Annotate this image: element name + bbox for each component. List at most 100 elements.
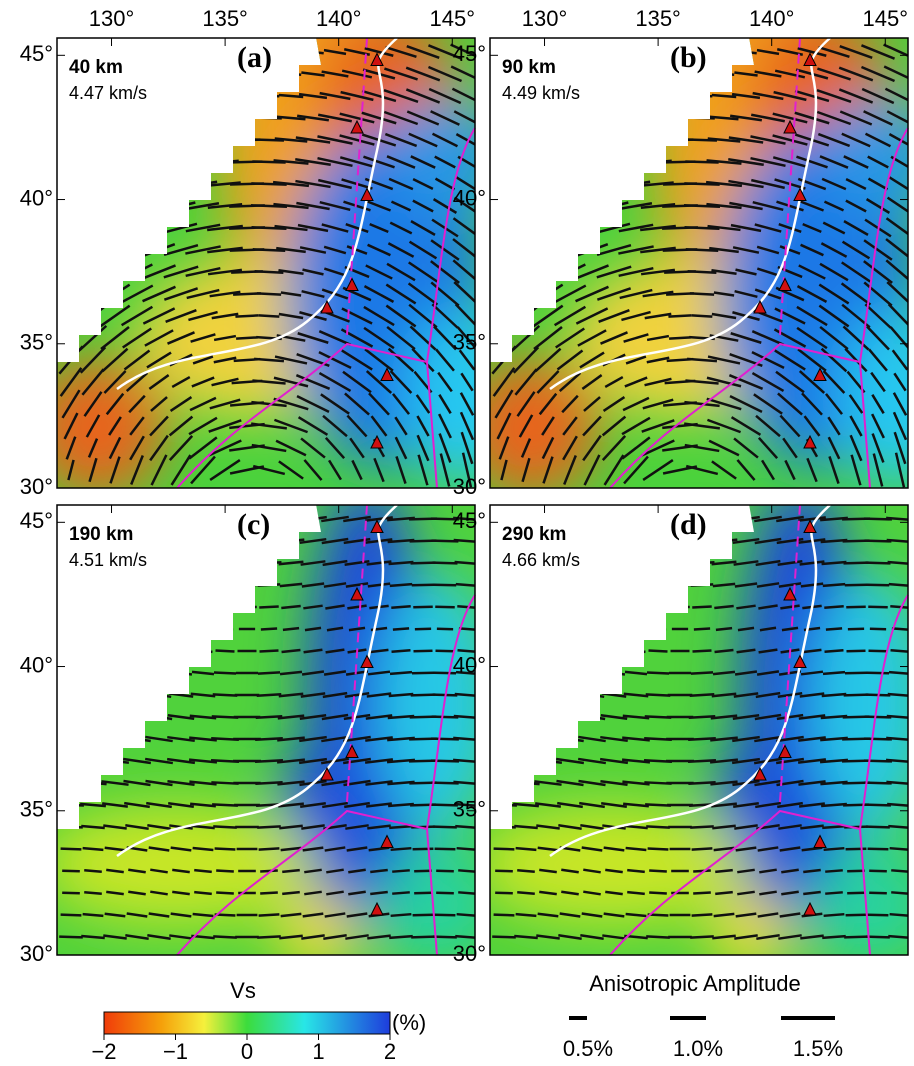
anisotropy-stick: [83, 391, 103, 417]
anisotropy-stick: [364, 47, 394, 57]
anisotropy-stick: [691, 847, 713, 851]
anisotropy-stick: [799, 802, 825, 808]
anisotropy-stick: [141, 47, 177, 57]
anisotropy-stick: [57, 174, 86, 194]
anisotropy-stick: [492, 367, 516, 397]
anisotropy-stick: [150, 626, 168, 632]
anisotropy-stick: [326, 626, 344, 632]
anisotropy-stick: [77, 153, 109, 171]
anisotropy-stick: [339, 134, 375, 146]
anisotropy-stick: [280, 912, 302, 918]
anisotropy-stick: [644, 377, 672, 387]
anisotropy-stick: [67, 459, 75, 481]
anisotropy-stick: [190, 692, 216, 698]
anisotropy-stick: [126, 200, 148, 212]
anisotropy-stick: [57, 715, 85, 719]
anisotropy-stick: [78, 758, 108, 764]
anisotropy-stick: [685, 464, 719, 476]
anisotropy-stick: [690, 671, 714, 675]
x-tick-label: 130°: [89, 6, 135, 31]
anisotropy-stick: [148, 846, 170, 852]
anisotropy-stick: [438, 394, 452, 414]
anisotropy-stick: [278, 93, 304, 99]
anisotropy-stick: [866, 825, 890, 829]
anisotropy-stick: [534, 780, 562, 786]
anisotropy-stick: [685, 160, 719, 164]
y-tick-label: 45°: [20, 508, 53, 533]
anisotropy-stick: [407, 282, 439, 306]
anisotropy-stick: [750, 135, 786, 145]
anisotropy-stick: [321, 779, 349, 787]
anisotropy-stick: [126, 912, 148, 918]
anisotropy-stick: [209, 459, 241, 481]
anisotropy-stick: [301, 670, 325, 676]
anisotropy-stick: [326, 868, 344, 874]
anisotropy-stick: [453, 538, 475, 544]
anisotropy-stick: [709, 246, 739, 254]
anisotropy-stick: [578, 735, 606, 743]
anisotropy-stick: [456, 326, 475, 350]
anisotropy-stick: [76, 131, 110, 149]
anisotropy-stick: [824, 649, 844, 653]
anisotropy-stick: [892, 411, 908, 441]
anisotropy-stick: [186, 202, 220, 210]
anisotropy-stick: [317, 156, 353, 168]
velocity-label: 4.47 km/s: [69, 83, 147, 103]
anisotropy-stick: [623, 115, 649, 121]
anisotropy-stick: [838, 88, 874, 104]
anisotropy-stick: [734, 289, 758, 299]
anisotropy-stick: [729, 114, 763, 122]
anisotropy-stick: [278, 692, 304, 698]
anisotropy-stick: [509, 131, 543, 149]
anisotropy-stick: [531, 132, 565, 148]
anisotropy-stick: [580, 157, 604, 167]
anisotropy-stick: [433, 671, 457, 675]
anisotropy-stick: [886, 281, 908, 307]
anisotropy-stick: [57, 109, 88, 127]
anisotropy-stick: [209, 290, 241, 298]
anisotropy-stick: [84, 869, 102, 873]
anisotropy-stick: [61, 389, 81, 419]
anisotropy-stick: [57, 303, 85, 329]
anisotropy-stick: [276, 758, 306, 764]
anisotropy-stick: [596, 287, 632, 301]
anisotropy-stick: [127, 604, 147, 610]
anisotropy-stick: [235, 314, 259, 318]
y-tick-label: 40°: [20, 652, 53, 677]
anisotropy-stick: [801, 846, 823, 852]
anisotropy-stick: [541, 416, 555, 436]
anisotropy-stick: [496, 412, 512, 440]
panels: (a) 40 km 4.47 km/s 130° 135° 140° 145° 45° 40° 3…: [20, 6, 909, 966]
anisotropy-stick: [385, 46, 417, 58]
anisotropy-stick: [797, 348, 827, 372]
anisotropy-stick: [370, 868, 388, 874]
anisotropy-stick: [435, 649, 455, 653]
anisotropy-stick: [600, 331, 628, 345]
anisotropy-stick: [257, 935, 281, 939]
anisotropy-stick: [601, 136, 627, 144]
anisotropy-stick: [348, 890, 366, 896]
anisotropy-stick: [774, 307, 806, 325]
anisotropy-stick: [626, 648, 646, 654]
anisotropy-stick: [728, 179, 764, 189]
field-blob: [407, 308, 475, 488]
anisotropy-stick: [730, 223, 762, 233]
anisotropy-stick: [558, 670, 582, 676]
anisotropy-stick: [752, 200, 784, 212]
anisotropy-stick: [189, 780, 217, 786]
anisotropy-stick: [871, 413, 885, 439]
anisotropy-stick: [642, 459, 674, 481]
anisotropy-stick: [729, 201, 763, 211]
x-tick-label: 130°: [522, 6, 568, 31]
anisotropy-stick: [775, 757, 805, 765]
anisotropy-stick: [193, 648, 213, 654]
anisotropy-stick: [541, 436, 555, 460]
anisotropy-stick: [707, 355, 741, 365]
anisotropy-stick: [186, 288, 220, 300]
anisotropy-stick: [624, 582, 648, 588]
anisotropy-stick: [885, 217, 908, 239]
anisotropy-stick: [625, 355, 647, 365]
anisotropy-stick: [520, 438, 532, 458]
anisotropy-stick: [141, 68, 177, 80]
anisotropy-stick: [191, 670, 215, 676]
